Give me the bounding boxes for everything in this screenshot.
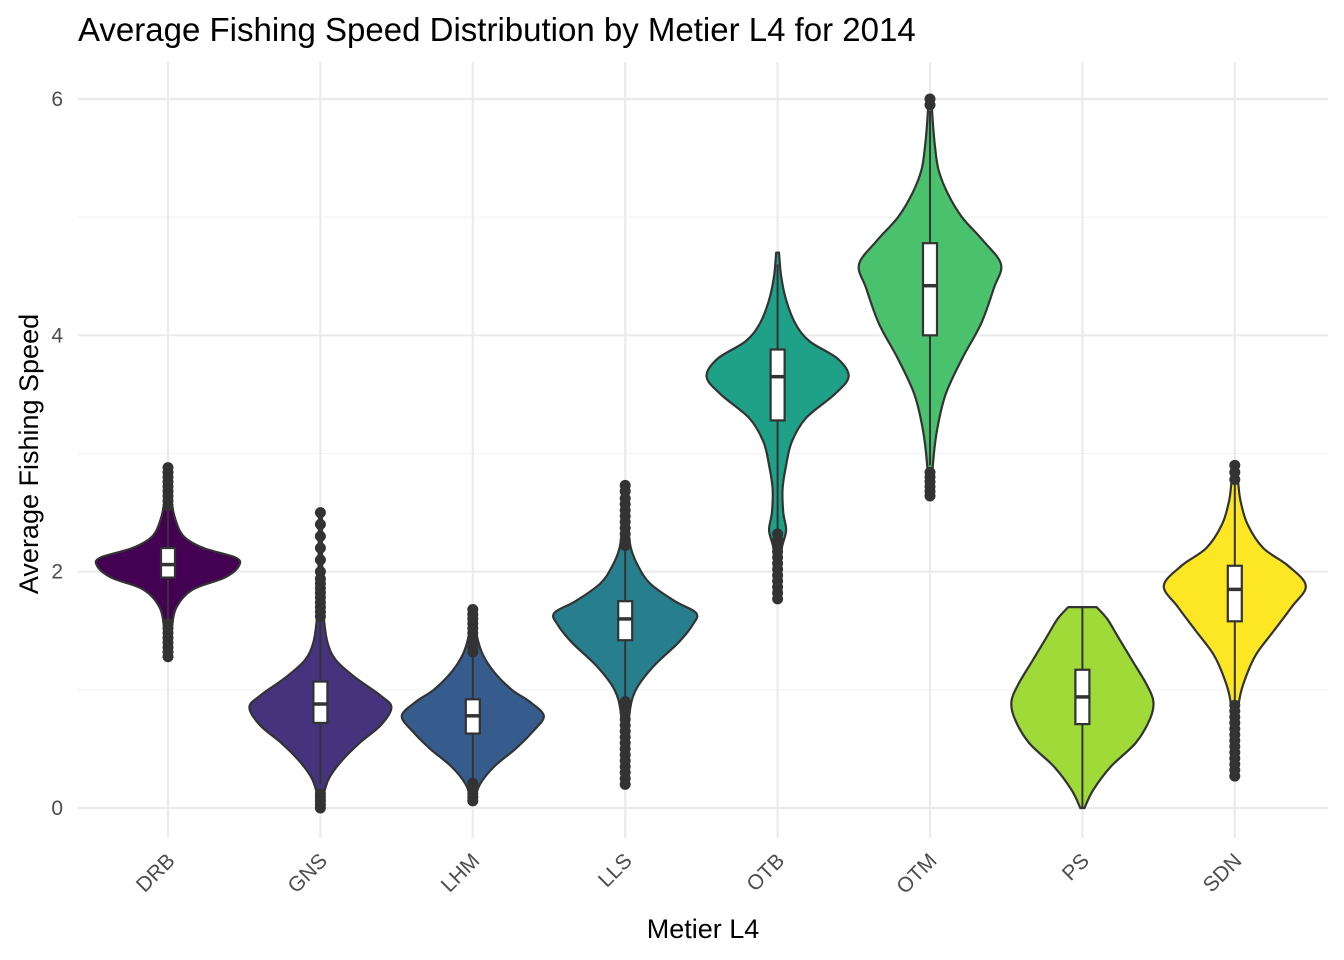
x-tick-label: SDN — [1199, 849, 1247, 897]
outlier-point — [924, 93, 936, 105]
x-tick-label: PS — [1058, 849, 1094, 885]
outlier-point — [924, 466, 936, 478]
outlier-point — [314, 566, 326, 578]
outlier-point — [314, 530, 326, 542]
box-iqr — [769, 348, 786, 422]
outlier-point — [314, 542, 326, 554]
outlier-point — [162, 462, 174, 474]
outlier-point — [619, 696, 631, 708]
violin-ps — [1010, 606, 1155, 810]
violin-sdn — [1162, 459, 1307, 782]
violin-gns — [248, 507, 393, 814]
violin-lhm — [400, 603, 545, 807]
x-tick-label: LLS — [594, 849, 637, 892]
x-tick-label: LHM — [437, 849, 485, 897]
y-tick-label: 6 — [51, 88, 63, 111]
box-iqr — [617, 600, 634, 642]
y-tick-label: 4 — [51, 324, 63, 347]
outlier-point — [314, 507, 326, 519]
outlier-point — [314, 788, 326, 800]
violins — [94, 93, 1307, 814]
x-axis-title: Metier L4 — [647, 914, 760, 944]
outlier-point — [467, 603, 479, 615]
box-iqr — [921, 242, 939, 337]
y-axis-ticks: 0 2 4 6 — [51, 88, 63, 820]
outlier-point — [1229, 459, 1241, 471]
y-axis-title: Average Fishing Speed — [14, 314, 44, 594]
outlier-point — [314, 554, 326, 566]
y-tick-label: 0 — [51, 797, 63, 820]
x-tick-label: DRB — [132, 849, 180, 897]
violin-drb — [94, 462, 242, 663]
box-iqr — [159, 546, 177, 579]
x-tick-label: OTB — [742, 849, 789, 896]
outlier-point — [314, 518, 326, 530]
x-axis-ticks: DRB GNS LHM LLS OTB OTM PS SDN — [132, 849, 1246, 898]
outlier-point — [619, 479, 631, 491]
outlier-point — [162, 618, 174, 630]
box-iqr — [1226, 564, 1243, 623]
y-tick-label: 2 — [51, 561, 63, 584]
outlier-point — [772, 528, 784, 540]
violin-otm — [857, 93, 1003, 502]
outlier-point — [467, 777, 479, 789]
box-iqr — [312, 680, 329, 725]
violin-lls — [551, 479, 699, 790]
x-tick-label: GNS — [283, 849, 331, 897]
chart-title: Average Fishing Speed Distribution by Me… — [78, 11, 916, 48]
x-tick-label: OTM — [892, 849, 941, 898]
violin-otb — [705, 251, 850, 605]
outlier-point — [1229, 699, 1241, 711]
